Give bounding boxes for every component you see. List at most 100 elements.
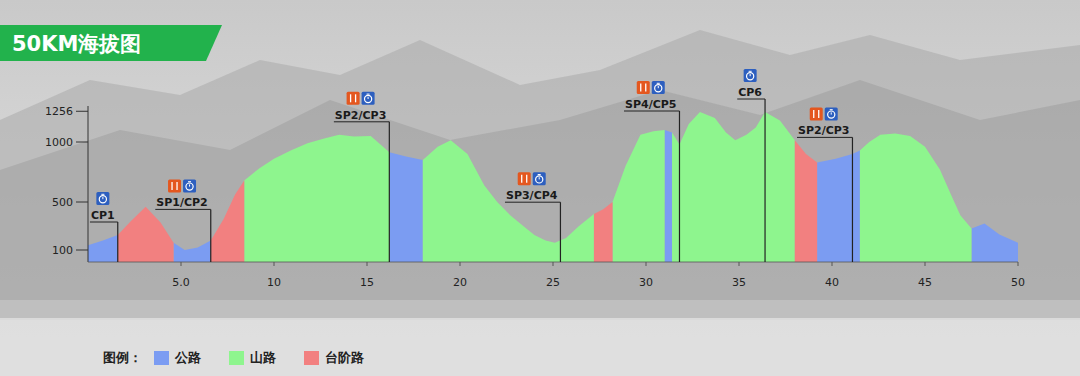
timer-icon-face xyxy=(655,85,662,92)
timer-icon-bg xyxy=(362,92,375,105)
elevation-area xyxy=(613,130,665,262)
timer-icon-bg xyxy=(96,192,109,205)
legend-swatch xyxy=(229,351,244,365)
x-tick xyxy=(553,262,554,266)
food-icon-knife xyxy=(526,175,527,183)
x-tick xyxy=(367,262,368,266)
legend-band xyxy=(0,318,1080,376)
checkpoint-underline xyxy=(797,137,852,138)
y-tick xyxy=(76,202,88,203)
elevation-area xyxy=(795,140,817,262)
elevation-area xyxy=(665,130,672,262)
elevation-area xyxy=(211,180,244,262)
legend-label: 公路 xyxy=(174,350,201,365)
x-tick-label: 30 xyxy=(639,276,653,289)
checkpoint-underline xyxy=(334,121,389,122)
elevation-area xyxy=(423,140,594,262)
checkpoint-label: SP3/CP4 xyxy=(506,189,558,202)
elevation-area xyxy=(389,152,422,262)
y-tick xyxy=(76,111,88,112)
elevation-area xyxy=(972,224,1019,262)
x-tick-label: 50 xyxy=(1011,276,1025,289)
timer-icon-top xyxy=(657,83,660,84)
timer-icon-hand xyxy=(189,184,190,186)
chart-root: 50KM海拔图100500100012565.01015202530354045… xyxy=(0,0,1080,376)
y-tick xyxy=(76,142,88,143)
elevation-area xyxy=(174,240,211,262)
checkpoint-underline xyxy=(90,222,118,223)
checkpoint-label: CP6 xyxy=(738,86,762,99)
checkpoint-line xyxy=(679,111,680,262)
elevation-area xyxy=(672,112,795,262)
checkpoint-underline xyxy=(737,99,765,100)
legend-label: 山路 xyxy=(250,350,276,365)
y-tick xyxy=(76,250,88,251)
x-tick-label: 25 xyxy=(546,276,560,289)
timer-icon-face xyxy=(99,196,106,203)
x-tick-label: 45 xyxy=(918,276,932,289)
timer-icon-face xyxy=(747,73,754,80)
food-icon xyxy=(347,92,360,105)
timer-icon-bg xyxy=(744,69,757,82)
x-tick xyxy=(1018,262,1019,266)
x-tick xyxy=(832,262,833,266)
food-icon-bg xyxy=(168,179,181,192)
y-tick-label: 1256 xyxy=(45,105,73,118)
plot-area xyxy=(88,112,1018,262)
timer-icon-face xyxy=(536,176,543,183)
legend-label: 台阶路 xyxy=(325,350,364,365)
x-tick xyxy=(925,262,926,266)
timer-icon xyxy=(652,81,665,94)
background xyxy=(0,0,1080,376)
food-icon xyxy=(168,179,181,192)
timer-icon-hand xyxy=(368,97,369,99)
timer-icon-hand xyxy=(658,86,659,88)
checkpoint-label: SP1/CP2 xyxy=(156,196,207,209)
timer-icon-bg xyxy=(533,172,546,185)
checkpoint-line xyxy=(117,222,118,262)
food-icon-knife xyxy=(645,84,646,92)
x-tick xyxy=(646,262,647,266)
elevation-area xyxy=(118,207,174,262)
x-tick-label: 20 xyxy=(453,276,467,289)
timer-icon-face xyxy=(828,111,835,118)
checkpoint-underline xyxy=(624,111,679,112)
x-tick-label: 35 xyxy=(732,276,746,289)
timer-icon-top xyxy=(188,181,191,182)
elevation-area xyxy=(594,202,613,262)
timer-icon-face xyxy=(186,183,193,190)
food-icon-fork xyxy=(350,94,351,102)
timer-icon-hand xyxy=(750,74,751,76)
checkpoint-label: SP2/CP3 xyxy=(335,109,386,122)
y-tick-label: 500 xyxy=(52,196,73,209)
food-icon-knife xyxy=(176,182,177,190)
x-tick-label: 40 xyxy=(825,276,839,289)
y-tick-label: 1000 xyxy=(45,136,73,149)
food-icon-bg xyxy=(518,172,531,185)
x-tick-label: 10 xyxy=(267,276,281,289)
timer-icon-hand xyxy=(539,177,540,179)
y-axis-line xyxy=(88,106,89,262)
timer-icon xyxy=(96,192,109,205)
checkpoint-line xyxy=(560,202,561,262)
timer-icon-bg xyxy=(825,107,838,120)
food-icon xyxy=(518,172,531,185)
checkpoint-line xyxy=(764,99,765,262)
timer-icon xyxy=(533,172,546,185)
food-icon xyxy=(637,81,650,94)
food-icon-bg xyxy=(347,92,360,105)
x-tick xyxy=(274,262,275,266)
x-tick-label: 5.0 xyxy=(172,276,190,289)
elevation-area xyxy=(817,150,860,262)
food-icon xyxy=(810,107,823,120)
checkpoint-line xyxy=(852,137,853,262)
elevation-area xyxy=(244,135,389,262)
timer-icon xyxy=(744,69,757,82)
checkpoint-label: SP2/CP3 xyxy=(798,124,849,137)
checkpoint-underline xyxy=(505,202,560,203)
x-tick-label: 15 xyxy=(360,276,374,289)
checkpoint-label: SP4/CP5 xyxy=(625,98,676,111)
timer-icon-top xyxy=(830,109,833,110)
x-tick xyxy=(460,262,461,266)
mountain-front xyxy=(0,80,1080,320)
